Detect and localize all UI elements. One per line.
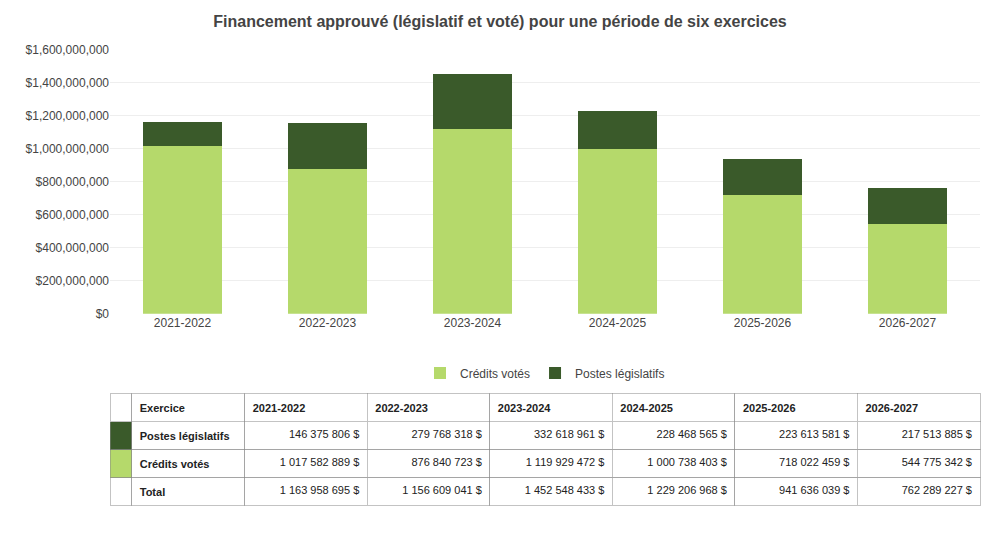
svg-text:Exercice: Exercice (140, 402, 185, 414)
svg-text:1 156 609 041 $: 1 156 609 041 $ (402, 484, 482, 496)
svg-text:$600,000,000: $600,000,000 (36, 208, 110, 222)
svg-text:Financement approuvé (législat: Financement approuvé (législatif et voté… (213, 13, 787, 30)
svg-text:$1,200,000,000: $1,200,000,000 (26, 109, 110, 123)
svg-text:2024-2025: 2024-2025 (589, 316, 647, 330)
svg-text:Postes législatifs: Postes législatifs (140, 430, 230, 442)
svg-text:1 229 206 968 $: 1 229 206 968 $ (647, 484, 727, 496)
svg-text:1 017 582 889 $: 1 017 582 889 $ (280, 456, 360, 468)
svg-text:$400,000,000: $400,000,000 (36, 241, 110, 255)
svg-text:1 163 958 695 $: 1 163 958 695 $ (280, 484, 360, 496)
svg-text:1 000 738 403 $: 1 000 738 403 $ (647, 456, 727, 468)
svg-text:228 468 565 $: 228 468 565 $ (657, 428, 727, 440)
svg-text:2022-2023: 2022-2023 (299, 316, 357, 330)
svg-text:2023-2024: 2023-2024 (498, 402, 551, 414)
svg-text:2026-2027: 2026-2027 (865, 402, 918, 414)
svg-text:$200,000,000: $200,000,000 (36, 274, 110, 288)
svg-text:$800,000,000: $800,000,000 (36, 175, 110, 189)
svg-text:876 840 723 $: 876 840 723 $ (411, 456, 481, 468)
svg-text:2021-2022: 2021-2022 (154, 316, 212, 330)
svg-text:1 119 929 472 $: 1 119 929 472 $ (526, 456, 605, 468)
svg-text:2025-2026: 2025-2026 (734, 316, 792, 330)
svg-text:$1,600,000,000: $1,600,000,000 (26, 43, 110, 57)
svg-text:Total: Total (140, 486, 165, 498)
svg-text:223 613 581 $: 223 613 581 $ (779, 428, 849, 440)
svg-text:544 775 342 $: 544 775 342 $ (902, 456, 972, 468)
svg-text:146 375 806 $: 146 375 806 $ (289, 428, 359, 440)
svg-text:718 022 459 $: 718 022 459 $ (779, 456, 849, 468)
svg-text:$1,400,000,000: $1,400,000,000 (26, 76, 110, 90)
svg-text:Crédits votés: Crédits votés (140, 458, 210, 470)
svg-text:2024-2025: 2024-2025 (620, 402, 673, 414)
svg-text:$0: $0 (96, 307, 110, 321)
svg-text:1 452 548 433 $: 1 452 548 433 $ (525, 484, 605, 496)
svg-text:2025-2026: 2025-2026 (743, 402, 796, 414)
svg-text:Crédits votés: Crédits votés (460, 367, 530, 381)
svg-text:217 513 885 $: 217 513 885 $ (902, 428, 972, 440)
svg-text:332 618 961 $: 332 618 961 $ (534, 428, 604, 440)
svg-text:2021-2022: 2021-2022 (253, 402, 306, 414)
svg-text:Postes législatifs: Postes législatifs (575, 367, 664, 381)
svg-text:2023-2024: 2023-2024 (444, 316, 502, 330)
svg-text:762 289 227 $: 762 289 227 $ (902, 484, 972, 496)
svg-text:$1,000,000,000: $1,000,000,000 (26, 142, 110, 156)
svg-text:279 768 318 $: 279 768 318 $ (411, 428, 481, 440)
svg-text:2026-2027: 2026-2027 (879, 316, 937, 330)
svg-text:941 636 039 $: 941 636 039 $ (779, 484, 849, 496)
svg-text:2022-2023: 2022-2023 (375, 402, 428, 414)
